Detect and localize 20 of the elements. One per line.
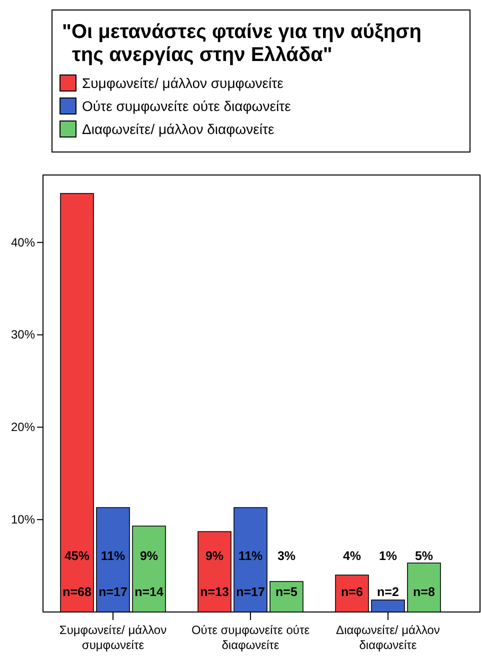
x-tick-label: Ούτε συμφωνείτε ούτε διαφωνείτε	[191, 623, 310, 652]
text: 1% n=2	[377, 549, 399, 599]
text: 5% n=8	[413, 549, 435, 599]
legend-title: "Οι μετανάστες φταίνε για την αύξηση της ανεργίας στην Ελλάδα"	[62, 21, 422, 66]
legend-label: Ούτε συμφωνείτε ούτε διαφωνείτε	[82, 98, 291, 114]
text: 11% n=17	[236, 549, 265, 599]
y-tick-label: 10%	[10, 512, 36, 526]
text: 9% n=13	[200, 549, 229, 599]
x-tick-label: Συμφωνείτε/ μάλλον συμφωνείτε	[59, 623, 167, 652]
text: 9% n=14	[134, 549, 164, 599]
legend-label: Διαφωνείτε/ μάλλον διαφωνείτε	[82, 121, 274, 137]
y-tick-label: 20%	[10, 420, 36, 434]
legend-label: Συμφωνείτε/ μάλλον συμφωνείτε	[82, 75, 284, 91]
text: 3% n=5	[276, 549, 298, 599]
text: 11% n=17	[98, 549, 128, 599]
y-tick-label: 40%	[10, 235, 36, 250]
text: 4% n=6	[341, 549, 363, 599]
text: 45% n=68	[62, 549, 92, 599]
y-tick-label: 30%	[10, 328, 36, 342]
x-tick-label: Διαφωνείτε/ μάλλον διαφωνείτε	[336, 623, 440, 652]
